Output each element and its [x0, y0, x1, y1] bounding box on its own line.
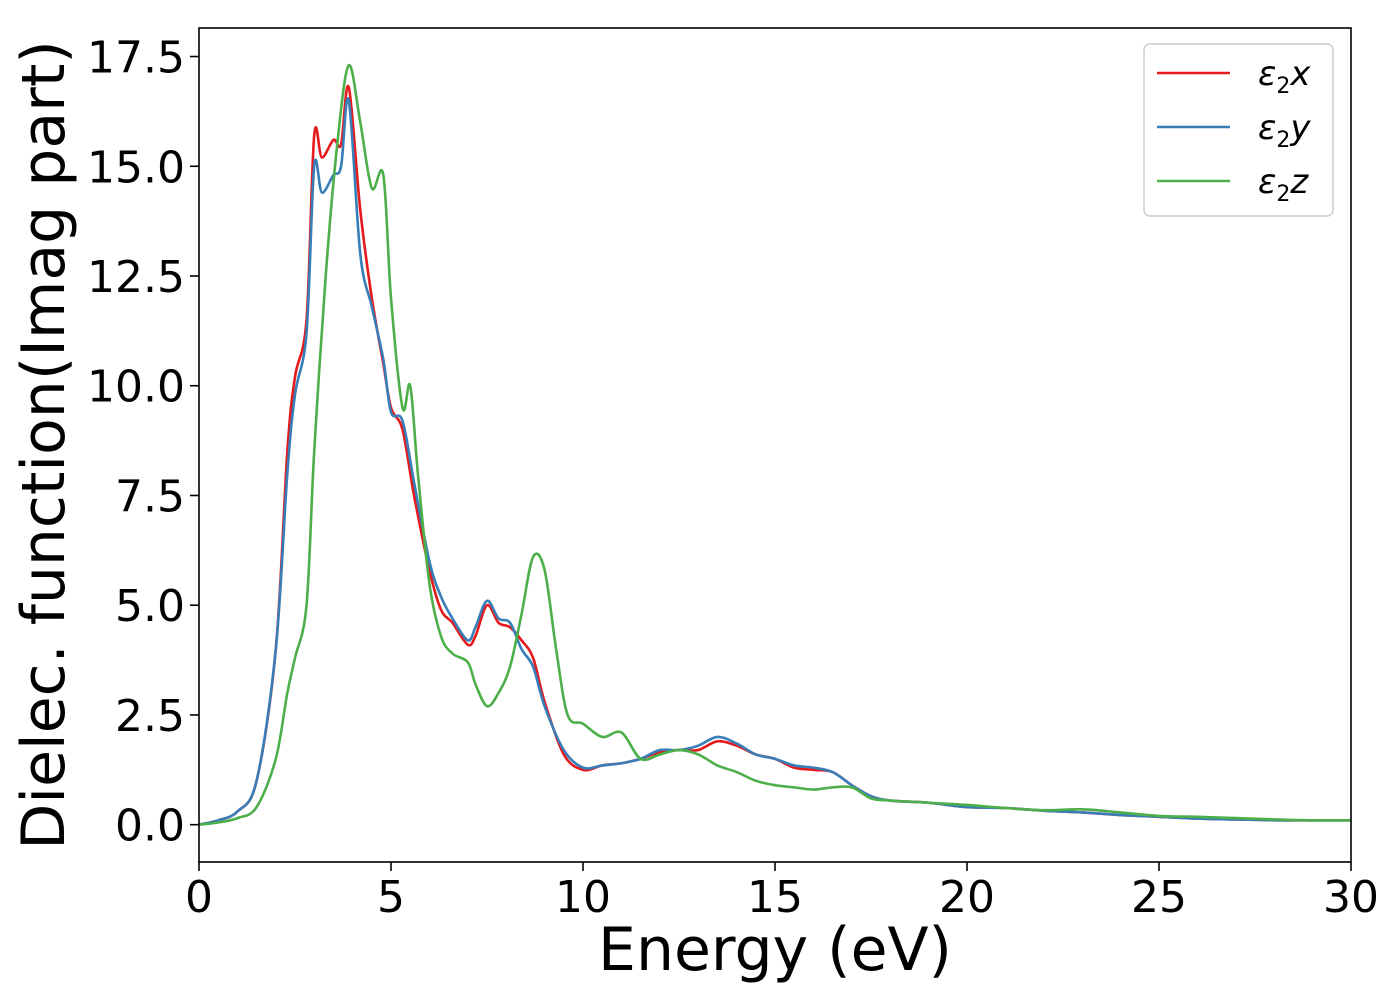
- x-tick-label: 15: [747, 872, 803, 923]
- legend-label-base: ε: [1258, 108, 1276, 148]
- y-tick-label: 2.5: [115, 691, 185, 742]
- x-tick-label: 10: [555, 872, 611, 923]
- legend-label-tail: z: [1289, 162, 1309, 202]
- x-tick-label: 0: [185, 872, 213, 923]
- series-line-y: [198, 97, 1351, 826]
- legend-label-base: ε: [1258, 54, 1276, 94]
- y-tick-label: 12.5: [87, 252, 185, 303]
- legend-label-x: ε2x: [1258, 54, 1311, 99]
- legend-box: [1143, 43, 1334, 217]
- y-tick-label: 10.0: [87, 362, 185, 413]
- y-tick-label: 0.0: [115, 801, 185, 852]
- curves-group: [198, 63, 1352, 826]
- series-line-z: [198, 63, 1352, 826]
- y-tick-label: 7.5: [115, 471, 185, 522]
- x-tick-label: 5: [377, 872, 405, 923]
- y-axis-ticks: 0.0 2.5 5.0 7.5 10.0 12.5 15.0 17.5: [87, 33, 199, 852]
- legend-label-tail: x: [1289, 54, 1311, 94]
- y-tick-label: 5.0: [115, 581, 185, 632]
- x-tick-label: 20: [939, 872, 995, 923]
- legend-label-subscript: 2: [1276, 128, 1290, 153]
- legend-label-subscript: 2: [1276, 182, 1290, 207]
- y-tick-label: 17.5: [87, 33, 185, 84]
- x-axis-label: Energy (eV): [598, 915, 952, 985]
- legend-label-y: ε2y: [1258, 108, 1311, 153]
- y-tick-label: 15.0: [87, 142, 185, 193]
- x-tick-label: 30: [1323, 872, 1379, 923]
- legend-label-base: ε: [1258, 162, 1276, 202]
- legend-label-subscript: 2: [1276, 74, 1290, 99]
- y-axis-label: Dielec. function(Imag part): [9, 40, 79, 850]
- x-axis-ticks: 0 5 10 15 20 25 30: [185, 862, 1379, 923]
- x-tick-label: 25: [1131, 872, 1187, 923]
- legend-label-tail: y: [1289, 108, 1311, 148]
- legend-label-z: ε2z: [1258, 162, 1309, 207]
